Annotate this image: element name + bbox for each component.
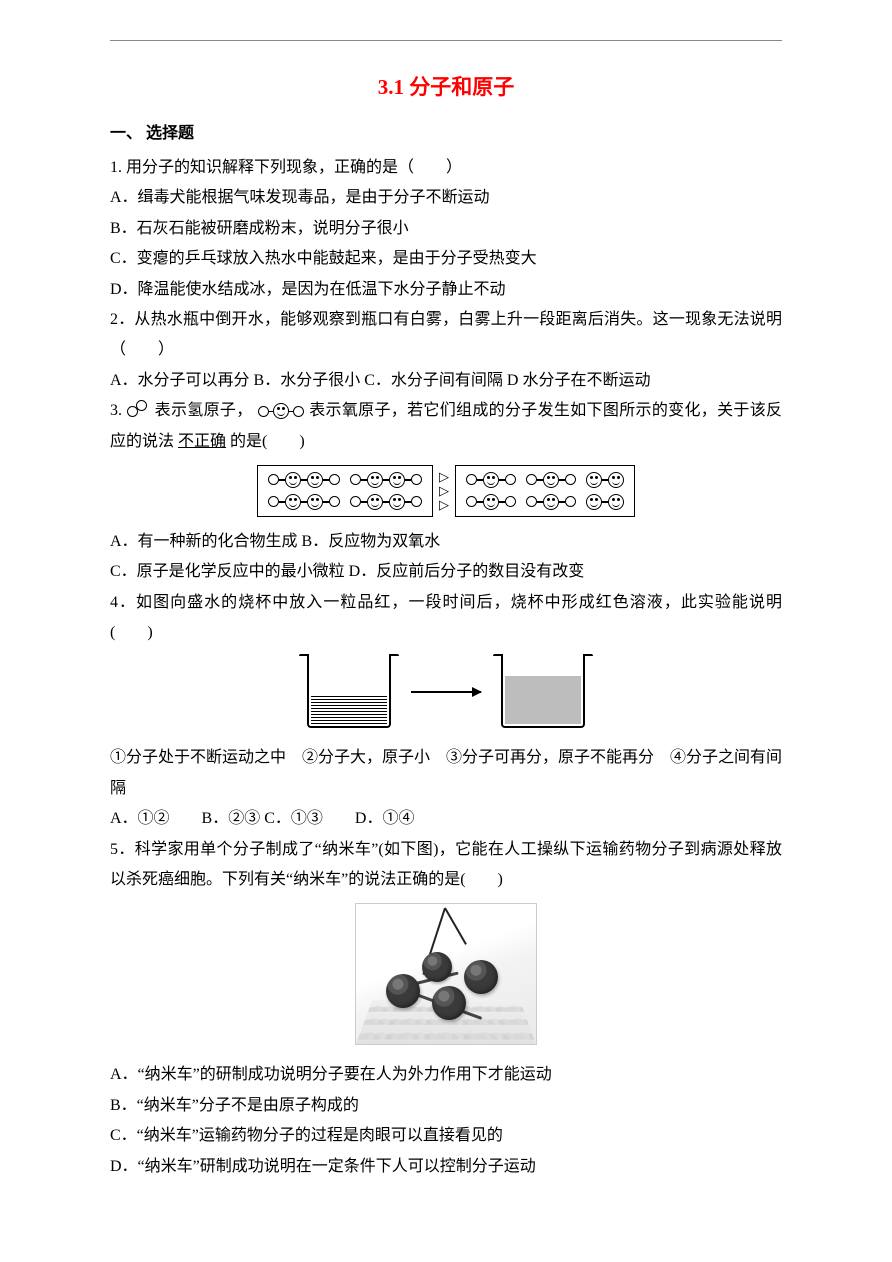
page-title: 3.1 分子和原子 — [110, 71, 782, 101]
q3-opts-cd: C．原子是化学反应中的最小微粒 D．反应前后分子的数目没有改变 — [110, 557, 782, 587]
q4-stem: 4．如图向盛水的烧杯中放入一粒品红，一段时间后，烧杯中形成红色溶液，此实验能说明… — [110, 588, 782, 649]
q4-statements: ①分子处于不断运动之中 ②分子大，原子小 ③分子可再分，原子不能再分 ④分子之间… — [110, 743, 782, 804]
q5-stem: 5．科学家用单个分子制成了“纳米车”(如下图)，它能在人工操纵下运输药物分子到病… — [110, 835, 782, 896]
q4-figure — [110, 656, 782, 733]
q5-options: A．“纳米车”的研制成功说明分子要在人为外力作用下才能运动 B．“纳米车”分子不… — [110, 1060, 782, 1182]
beaker-after-icon — [501, 656, 585, 728]
page: 3.1 分子和原子 一、 选择题 1. 用分子的知识解释下列现象，正确的是（ ）… — [0, 0, 892, 1242]
q5-opt-b: B．“纳米车”分子不是由原子构成的 — [110, 1091, 782, 1121]
question-3: 3. 表示氢原子， 表示氧原子，若它们组成的分子发生如下图所示的变化，关于该反应… — [110, 396, 782, 457]
reaction-arrow-icon: ▷▷▷ — [439, 470, 449, 511]
q2-opts: A．水分子可以再分 B．水分子很小 C．水分子间有间隔 D 水分子在不断运动 — [110, 366, 782, 396]
q1-opt-c: C．变瘪的乒乓球放入热水中能鼓起来，是由于分子受热变大 — [110, 244, 782, 274]
hydrogen-atom-icon — [127, 406, 149, 417]
oxygen-atom-icon — [258, 403, 304, 419]
q3-mid1: 表示氢原子， — [155, 402, 253, 419]
section-header: 一、 选择题 — [110, 119, 782, 143]
product-box — [455, 465, 635, 517]
question-1: 1. 用分子的知识解释下列现象，正确的是（ ） A．缉毒犬能根据气味发现毒品，是… — [110, 153, 782, 305]
q2-stem: 2．从热水瓶中倒开水，能够观察到瓶口有白雾，白雾上升一段距离后消失。这一现象无法… — [110, 305, 782, 366]
beaker-before-icon — [307, 656, 391, 728]
q1-stem: 1. 用分子的知识解释下列现象，正确的是（ ） — [110, 153, 782, 183]
top-rule — [110, 40, 782, 41]
q5-opt-a: A．“纳米车”的研制成功说明分子要在人为外力作用下才能运动 — [110, 1060, 782, 1090]
q3-stem: 3. 表示氢原子， 表示氧原子，若它们组成的分子发生如下图所示的变化，关于该反应… — [110, 396, 782, 457]
beaker-diagram — [307, 656, 585, 728]
q3-figure: ▷▷▷ — [110, 465, 782, 517]
q1-opt-a: A．缉毒犬能根据气味发现毒品，是由于分子不断运动 — [110, 183, 782, 213]
nanocar-image — [355, 903, 537, 1045]
q1-opt-b: B．石灰石能被研磨成粉末，说明分子很小 — [110, 214, 782, 244]
q3-pre: 3. — [110, 402, 126, 419]
q5-opt-c: C．“纳米车”运输药物分子的过程是肉眼可以直接看见的 — [110, 1121, 782, 1151]
question-5: 5．科学家用单个分子制成了“纳米车”(如下图)，它能在人工操纵下运输药物分子到病… — [110, 835, 782, 896]
question-4: 4．如图向盛水的烧杯中放入一粒品红，一段时间后，烧杯中形成红色溶液，此实验能说明… — [110, 588, 782, 649]
arrow-icon — [411, 691, 481, 693]
q4-opts: A．①② B．②③ C．①③ D．①④ — [110, 804, 782, 834]
question-2: 2．从热水瓶中倒开水，能够观察到瓶口有白雾，白雾上升一段距离后消失。这一现象无法… — [110, 305, 782, 396]
q4-options: ①分子处于不断运动之中 ②分子大，原子小 ③分子可再分，原子不能再分 ④分子之间… — [110, 743, 782, 834]
q3-opts-ab: A．有一种新的化合物生成 B．反应物为双氧水 — [110, 527, 782, 557]
q3-underline: 不正确 — [178, 433, 226, 450]
q5-figure — [110, 903, 782, 1050]
reactant-box — [257, 465, 433, 517]
q1-opt-d: D．降温能使水结成冰，是因为在低温下水分子静止不动 — [110, 275, 782, 305]
q3-post: 的是( ) — [230, 433, 305, 450]
q3-options: A．有一种新的化合物生成 B．反应物为双氧水 C．原子是化学反应中的最小微粒 D… — [110, 527, 782, 588]
molecule-diagram: ▷▷▷ — [257, 465, 635, 517]
q5-opt-d: D．“纳米车”研制成功说明在一定条件下人可以控制分子运动 — [110, 1152, 782, 1182]
